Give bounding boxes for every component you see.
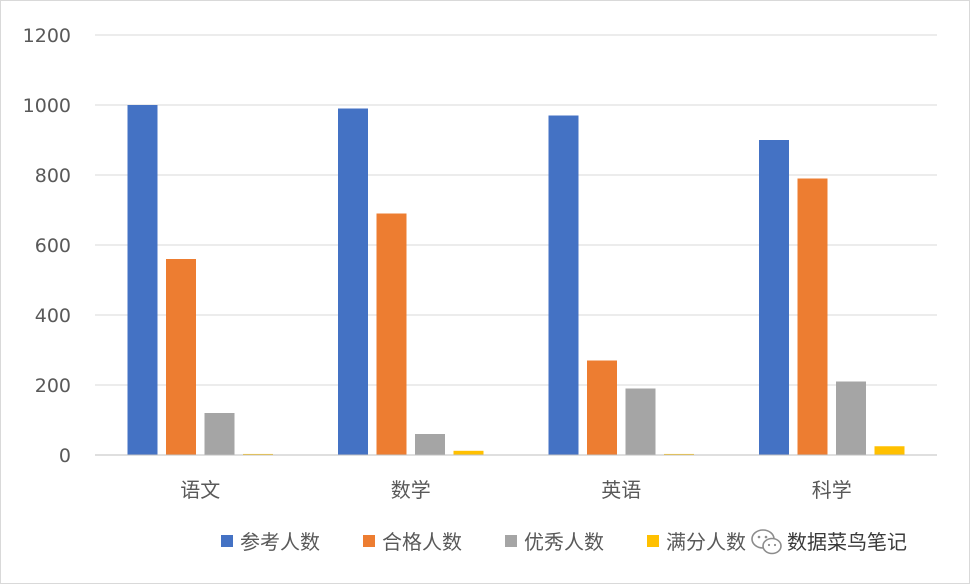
y-tick-label: 1200: [23, 25, 71, 47]
bar: [453, 450, 484, 455]
y-tick-label: 0: [59, 445, 71, 467]
legend-swatch: [221, 535, 233, 547]
bar: [204, 413, 235, 455]
bar: [166, 259, 196, 455]
legend-label: 合格人数: [382, 530, 462, 554]
bar: [625, 388, 656, 455]
bar: [664, 453, 694, 455]
bar: [759, 140, 789, 455]
gridlines: [95, 34, 937, 386]
bar: [376, 213, 407, 455]
bar: [338, 108, 368, 455]
legend-swatch: [363, 535, 375, 547]
y-tick-label: 1000: [23, 95, 71, 117]
x-tick-label: 英语: [601, 478, 641, 502]
bar: [836, 381, 866, 455]
legend-label: 满分人数: [666, 530, 746, 554]
bar: [243, 453, 273, 455]
y-tick-label: 800: [35, 165, 71, 187]
bar: [587, 360, 617, 455]
legend-label: 参考人数: [240, 530, 320, 554]
bar: [127, 105, 158, 455]
wechat-icon: [751, 529, 782, 555]
bars: [127, 105, 905, 455]
bar: [415, 434, 445, 455]
legend-swatch: [647, 535, 659, 547]
bar: [874, 446, 905, 455]
legend: 参考人数 合格人数 优秀人数 满分人数: [221, 530, 746, 554]
bar: [548, 115, 579, 455]
x-tick-label: 数学: [391, 478, 431, 502]
x-tick-label: 语文: [180, 478, 220, 502]
legend-swatch: [505, 535, 517, 547]
y-tick-label: 600: [35, 235, 71, 257]
legend-label: 优秀人数: [524, 530, 604, 554]
watermark: 数据菜鸟笔记: [751, 529, 907, 555]
x-axis: 语文 数学 英语 科学: [180, 478, 852, 502]
y-tick-label: 400: [35, 305, 71, 327]
y-axis: 0 200 400 600 800 1000 1200: [23, 25, 71, 467]
bar: [797, 178, 828, 455]
watermark-text: 数据菜鸟笔记: [787, 530, 907, 554]
x-tick-label: 科学: [812, 478, 852, 502]
y-tick-label: 200: [35, 375, 71, 397]
